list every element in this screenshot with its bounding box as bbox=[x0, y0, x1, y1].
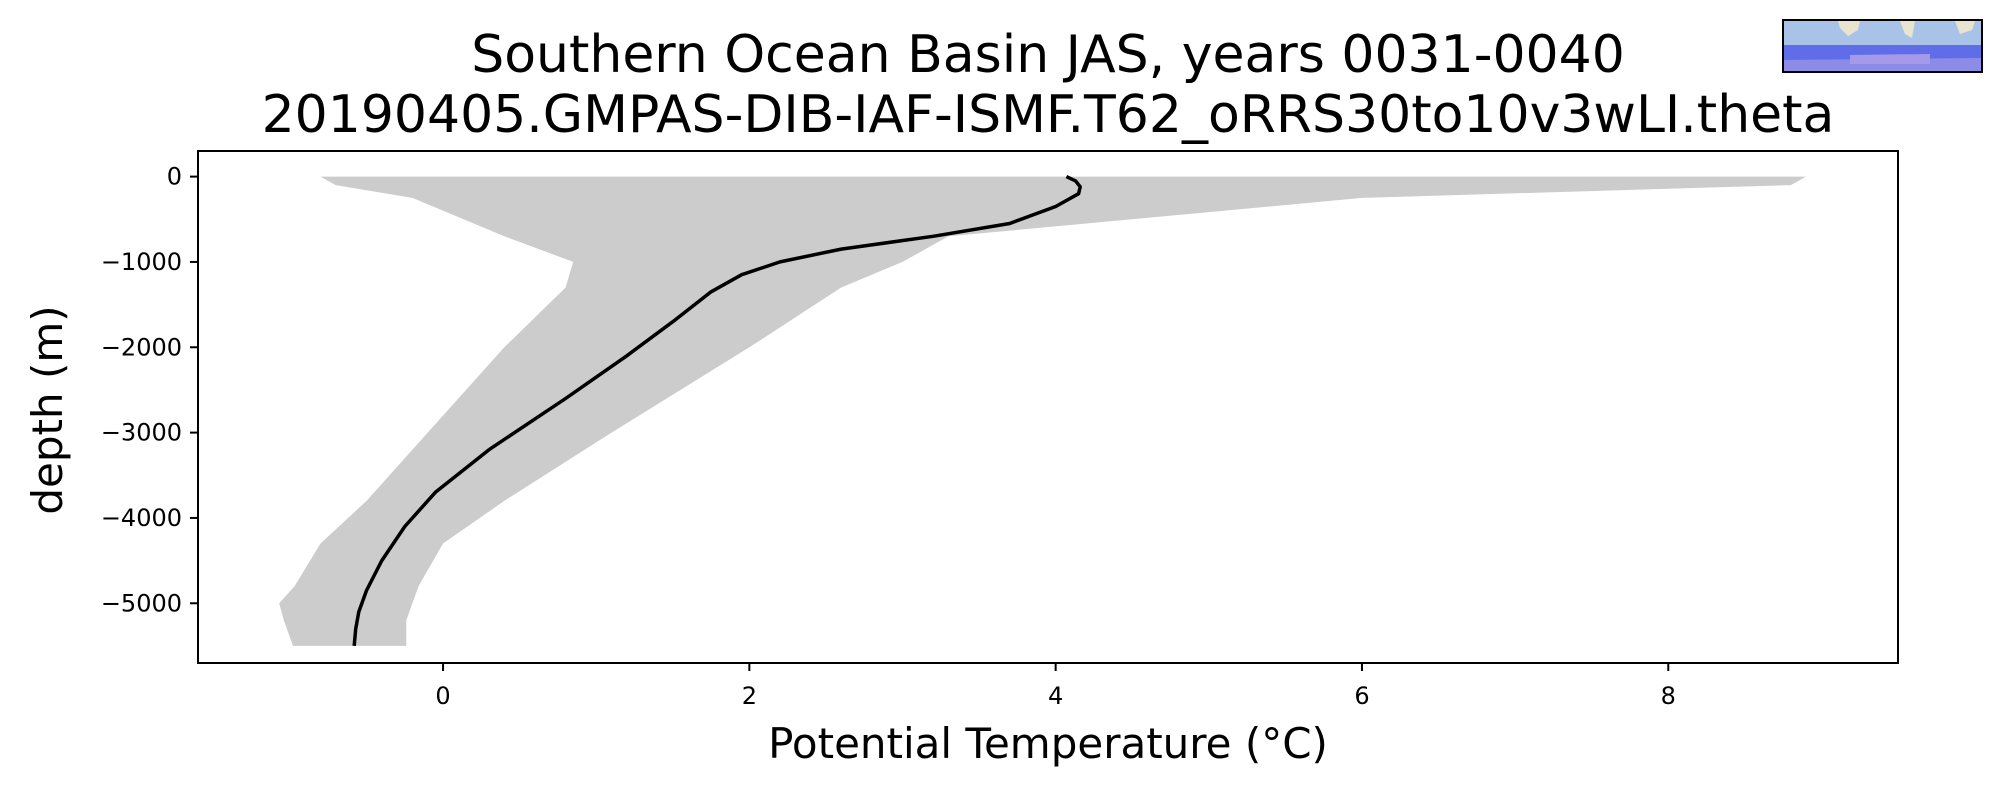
x-tick-label: 4 bbox=[1048, 682, 1063, 710]
y-tick-label: −3000 bbox=[101, 419, 182, 447]
x-tick-label: 6 bbox=[1354, 682, 1369, 710]
x-tick-label: 2 bbox=[742, 682, 757, 710]
y-axis-label: depth (m) bbox=[23, 305, 72, 514]
x-axis-label: Potential Temperature (°C) bbox=[768, 719, 1328, 768]
y-tick-label: 0 bbox=[167, 163, 182, 191]
mean-profile-line bbox=[352, 175, 1082, 647]
chart-title-line1: Southern Ocean Basin JAS, years 0031-004… bbox=[471, 25, 1625, 85]
y-tick-label: −2000 bbox=[101, 333, 182, 361]
y-tick-label: −5000 bbox=[101, 589, 182, 617]
x-tick-label: 8 bbox=[1661, 682, 1676, 710]
min-max-envelope bbox=[279, 176, 1807, 646]
y-tick-label: −1000 bbox=[101, 248, 182, 276]
plot-area: 0 2 4 6 8 0 −1000 −2000 −3000 −4000 −5000 bbox=[101, 150, 1899, 710]
region-map-icon bbox=[1782, 19, 1983, 73]
y-tick-label: −4000 bbox=[101, 504, 182, 532]
chart-title-line2: 20190405.GMPAS-DIB-IAF-ISMF.T62_oRRS30to… bbox=[262, 85, 1835, 145]
plot-frame bbox=[197, 150, 1899, 664]
x-tick-label: 0 bbox=[435, 682, 450, 710]
